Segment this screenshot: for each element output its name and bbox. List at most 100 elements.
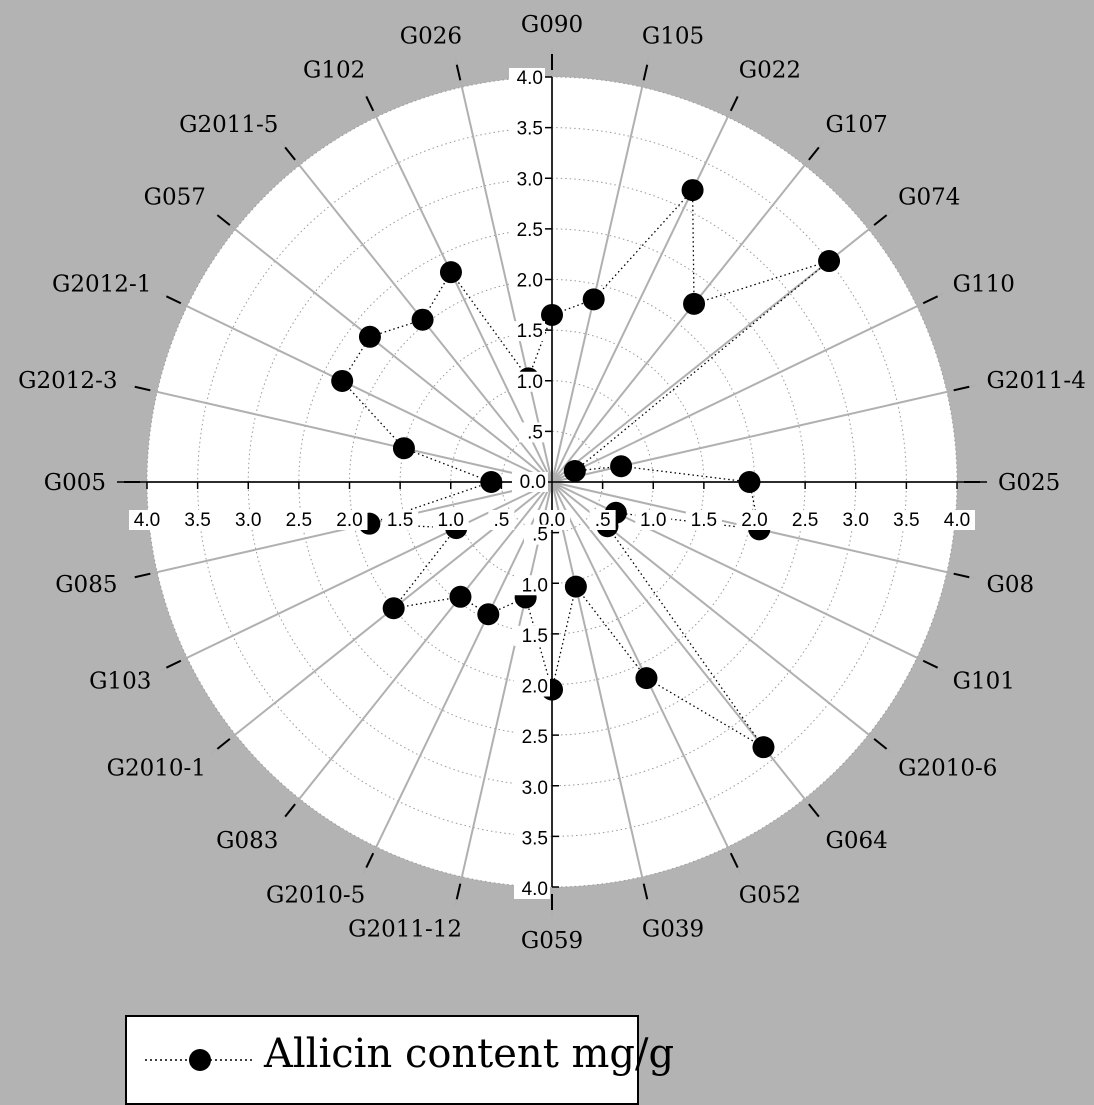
tick-label-bg <box>280 510 317 530</box>
tick-label-down: 3.5 <box>522 828 548 849</box>
spoke-tick <box>873 738 888 750</box>
spoke-tick <box>216 214 231 226</box>
tick-label-up: 2.5 <box>517 220 543 241</box>
spoke-tick <box>455 883 462 900</box>
tick-label-bg <box>432 510 469 530</box>
spoke-tick <box>808 803 820 818</box>
tick-label-up: 3.5 <box>517 119 543 140</box>
spoke <box>454 481 553 907</box>
tick-label-bg <box>514 727 550 748</box>
tick-label-bg <box>179 510 216 530</box>
category-label: G085 <box>55 572 117 598</box>
spoke <box>362 89 553 483</box>
data-point-g057 <box>358 325 381 348</box>
tick-label-bg <box>514 828 550 849</box>
legend-marker-icon <box>145 1049 255 1071</box>
data-point-g2012-3 <box>392 437 415 460</box>
spoke <box>280 481 553 823</box>
tick-label-down: .5 <box>532 525 548 546</box>
tick-label-down: 1.5 <box>522 626 548 647</box>
category-label: G025 <box>998 470 1060 496</box>
tick-label-up: 1.0 <box>517 372 543 393</box>
tick-label-up: 2.0 <box>517 271 543 292</box>
spoke-tick <box>873 214 888 226</box>
spoke-tick <box>953 385 970 392</box>
category-label: G08 <box>987 572 1035 598</box>
spoke <box>551 481 824 823</box>
tick-labels: 0.00.00.0.5.5.5.51.01.01.01.01.51.51.51.… <box>129 68 975 900</box>
legend: Allicin content mg/g <box>125 1015 674 1105</box>
tick-label-up: 1.5 <box>517 321 543 342</box>
spoke-tick <box>365 852 375 869</box>
spoke-tick <box>284 146 296 161</box>
data-point-g105 <box>582 288 605 311</box>
tick-label-bg <box>488 510 515 530</box>
data-point-g110 <box>563 460 586 483</box>
data-point-g2012-1 <box>331 369 354 392</box>
tick-label-left: 1.5 <box>387 510 413 531</box>
tick-label-bg <box>514 879 550 899</box>
spoke-tick <box>922 659 939 669</box>
data-point-g064 <box>752 736 775 759</box>
category-label: G083 <box>216 828 278 854</box>
category-label: G107 <box>826 112 888 138</box>
series-line <box>341 188 830 748</box>
category-label: G2010-5 <box>266 883 365 909</box>
spoke <box>551 292 945 483</box>
spoke-tick <box>455 64 462 81</box>
spoke-tick <box>729 95 739 112</box>
spoke-tick <box>165 659 182 669</box>
tick-label-bg <box>331 510 368 530</box>
spoke-tick <box>642 883 649 900</box>
tick-label-down: 1.0 <box>522 575 548 596</box>
tick-label-bg <box>888 510 925 530</box>
data-point-g2010-5 <box>477 603 500 626</box>
tick-label-right: 2.5 <box>792 510 818 531</box>
tick-label-up: 4.0 <box>517 68 543 89</box>
category-label: G022 <box>739 57 801 83</box>
tick-label-down: 3.0 <box>522 778 548 799</box>
tick-label-bg <box>230 510 267 530</box>
tick-label-left: 1.0 <box>438 510 464 531</box>
tick-label-bg <box>514 625 550 646</box>
spoke <box>551 481 650 907</box>
category-label: G2010-6 <box>898 756 997 782</box>
data-point-g039 <box>564 575 587 598</box>
tick-label-bg <box>939 510 975 530</box>
tick-label-right: 1.0 <box>640 510 666 531</box>
spoke-tick <box>216 738 231 750</box>
tick-label-bg <box>787 510 824 530</box>
data-point-g025 <box>738 471 761 493</box>
tick-label-bg <box>129 510 165 530</box>
data-point-g052 <box>635 667 658 690</box>
data-point-g107 <box>683 292 706 315</box>
tick-label-bg <box>524 524 550 545</box>
spoke <box>127 481 553 580</box>
data-point-g2011-4 <box>610 455 633 478</box>
data-point-g022 <box>681 179 704 202</box>
spoke-tick <box>922 295 939 305</box>
tick-label-bg <box>514 575 550 596</box>
spoke-tick <box>729 852 739 869</box>
tick-label-bg <box>514 777 550 798</box>
category-label: G103 <box>89 669 151 695</box>
tick-label-bg <box>382 510 419 530</box>
category-label: G2012-1 <box>52 271 151 297</box>
tick-label-bg <box>589 510 616 530</box>
data-point-g074 <box>818 250 841 273</box>
tick-label-bg <box>635 510 672 530</box>
tick-label-left: .5 <box>493 510 509 531</box>
tick-label-right: 2.0 <box>741 510 767 531</box>
tick-label-left: 2.0 <box>336 510 362 531</box>
spoke-tick <box>365 95 375 112</box>
spoke <box>127 384 553 483</box>
category-label: G2011-12 <box>348 917 462 943</box>
tick-label-bg <box>512 472 548 492</box>
tick-label-bg <box>837 510 874 530</box>
legend-label: Allicin content mg/g <box>264 1031 675 1077</box>
tick-label-bg <box>509 270 545 291</box>
tick-label-down: 4.0 <box>522 879 548 900</box>
spoke <box>159 292 553 483</box>
data-point-g090 <box>541 303 563 326</box>
category-label: G005 <box>44 470 106 496</box>
